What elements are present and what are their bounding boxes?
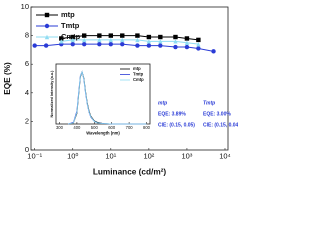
marker [184, 40, 190, 45]
marker [70, 34, 75, 40]
marker [44, 12, 50, 18]
marker [43, 43, 49, 48]
annotation: Tmtp [203, 100, 215, 106]
chart: 10⁻¹ 10⁰ 10¹ 10² 10³ 10⁴ 0 2 4 6 8 10 Luminance (cd/… [3, 2, 238, 177]
y-tick-label: 0 [25, 145, 29, 154]
legend-label: mtp [133, 66, 141, 71]
annotation: mtp [158, 100, 167, 106]
legend-label: Tmtp [61, 21, 80, 30]
x-tick-label: 600 [108, 125, 116, 130]
marker [173, 39, 178, 44]
marker [158, 39, 163, 44]
marker [44, 23, 50, 29]
x-tick-label: 400 [73, 125, 81, 130]
marker [135, 33, 140, 38]
marker [108, 37, 114, 43]
marker [108, 33, 114, 38]
x-tick-label: 300 [56, 125, 64, 130]
y-axis-label: Normalized Intensity (a.u.) [50, 70, 54, 118]
marker [82, 41, 87, 47]
series-line [61, 39, 199, 45]
page: 10⁻¹ 10⁰ 10¹ 10² 10³ 10⁴ 0 2 4 6 8 10 Luminance (cd/… [3, 1, 238, 177]
x-tick-label: 10⁻¹ [27, 152, 42, 161]
marker [135, 37, 140, 43]
x-tick-label: 10³ [182, 152, 193, 161]
marker [146, 39, 152, 44]
marker [158, 43, 163, 48]
marker [59, 36, 64, 41]
marker [173, 34, 178, 40]
annotation: EQE: 3.89% [158, 111, 186, 117]
marker [120, 33, 125, 38]
y-tick-label: 6 [25, 59, 29, 68]
marker [59, 39, 64, 44]
annotation: CIE: (0.15, 0.05) [158, 122, 195, 128]
marker [146, 34, 152, 40]
x-tick-label: 10⁰ [67, 152, 78, 161]
y-tick-label: 8 [25, 31, 29, 40]
marker [173, 44, 178, 50]
x-tick-label: 500 [91, 125, 99, 130]
marker [97, 37, 102, 43]
x-tick-label: 10⁴ [219, 152, 231, 161]
marker [44, 34, 50, 40]
x-tick-label: 800 [143, 125, 151, 130]
marker [196, 41, 201, 47]
marker [120, 37, 125, 43]
y-tick-label: 2 [25, 116, 29, 125]
x-tick-label: 700 [126, 125, 134, 130]
marker [97, 41, 102, 47]
marker [108, 41, 114, 47]
marker [70, 41, 75, 47]
x-tick-label: 10¹ [105, 152, 116, 161]
legend-label: Cmtp [61, 32, 81, 41]
legend-label: Cmtp [133, 77, 144, 82]
y-axis-label: EQE (%) [3, 62, 12, 95]
marker [97, 33, 102, 38]
y-tick-label: 10 [21, 2, 29, 11]
legend-label: Tmtp [133, 72, 144, 77]
marker [32, 43, 37, 48]
x-axis-label: Luminance (cd/m²) [93, 168, 167, 177]
x-axis-label: Wavelength (nm) [86, 130, 120, 135]
y-tick-label: 4 [25, 88, 29, 97]
marker [120, 41, 125, 47]
marker [196, 37, 201, 43]
marker [211, 49, 216, 54]
series-line [68, 70, 147, 125]
marker [184, 44, 190, 50]
marker [82, 37, 87, 43]
x-tick-label: 10² [143, 152, 154, 161]
marker [196, 46, 201, 51]
marker [135, 43, 140, 48]
plot-frame [55, 63, 151, 125]
plot: 300 400 500 600 700 800 Wavelength (nm) Normali… [50, 63, 151, 135]
legend-label: mtp [61, 10, 75, 19]
marker [82, 33, 87, 38]
marker [70, 37, 75, 43]
marker [158, 34, 163, 40]
annotation: CIE: (0.15, 0.04) [203, 122, 238, 128]
marker [146, 43, 152, 48]
annotation: EQE: 3.00% [203, 111, 231, 117]
marker [184, 36, 190, 41]
